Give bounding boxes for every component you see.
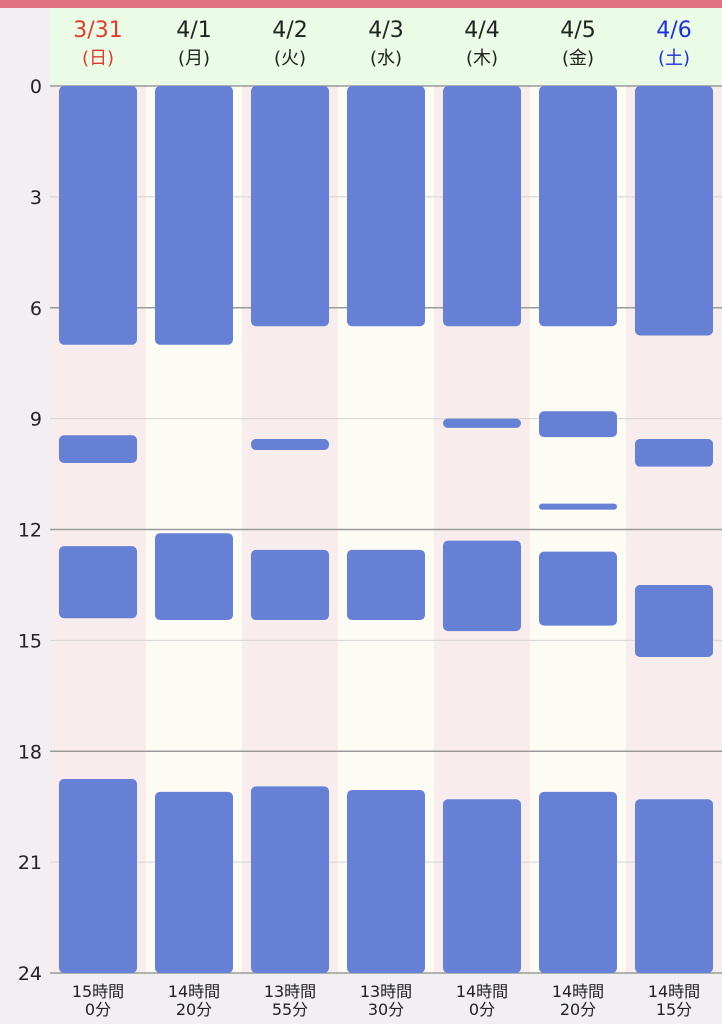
sleep-bar — [347, 790, 425, 973]
total-minutes: 20分 — [175, 1000, 213, 1019]
total-hours: 14時間 — [551, 982, 605, 1001]
y-tick-label: 6 — [30, 298, 42, 320]
sleep-bar — [347, 86, 425, 327]
total-hours: 14時間 — [167, 982, 221, 1001]
day-of-week: (火) — [273, 48, 307, 69]
date-header-row — [50, 8, 722, 85]
daily-total-2: 13時間 55分 — [242, 983, 338, 1019]
sleep-bar — [155, 791, 233, 973]
sleep-bar — [539, 791, 617, 973]
daily-total-6: 14時間 15分 — [626, 983, 722, 1019]
sleep-bar — [539, 551, 617, 626]
day-of-week: (土) — [657, 48, 691, 69]
day-date: 4/3 — [368, 18, 404, 43]
day-header-6[interactable]: 4/6 (土) — [626, 16, 722, 72]
y-tick-label: 9 — [30, 409, 42, 431]
day-of-week: (水) — [369, 48, 403, 69]
sleep-bar — [59, 778, 137, 973]
sleep-bar — [443, 86, 521, 327]
y-tick-label: 12 — [18, 520, 42, 542]
total-hours: 13時間 — [359, 982, 413, 1001]
sleep-bar — [539, 86, 617, 327]
day-date: 4/1 — [176, 18, 212, 43]
sleep-bar — [251, 786, 329, 973]
total-minutes: 20分 — [559, 1000, 597, 1019]
total-minutes: 0分 — [468, 1000, 496, 1019]
day-of-week: (木) — [465, 48, 499, 69]
day-header-0[interactable]: 3/31 (日) — [50, 16, 146, 72]
sleep-bar — [539, 503, 617, 510]
total-minutes: 0分 — [84, 1000, 112, 1019]
daily-total-5: 14時間 20分 — [530, 983, 626, 1019]
sleep-bar — [539, 411, 617, 438]
sleep-bar — [155, 86, 233, 345]
sleep-bar — [155, 533, 233, 621]
total-hours: 14時間 — [455, 982, 509, 1001]
y-tick-label: 0 — [30, 76, 42, 98]
day-of-week: (日) — [81, 48, 115, 69]
daily-total-4: 14時間 0分 — [434, 983, 530, 1019]
total-hours: 13時間 — [263, 982, 317, 1001]
day-date: 4/5 — [560, 18, 596, 43]
total-hours: 14時間 — [647, 982, 701, 1001]
y-tick-label: 18 — [18, 741, 42, 763]
daily-total-0: 15時間 0分 — [50, 983, 146, 1019]
y-tick-label: 24 — [18, 963, 42, 985]
day-of-week: (金) — [561, 48, 595, 69]
y-tick-label: 21 — [18, 852, 42, 874]
sleep-bar — [635, 799, 713, 973]
day-date: 4/6 — [656, 18, 692, 43]
sleep-bar — [443, 418, 521, 428]
total-minutes: 15分 — [655, 1000, 693, 1019]
day-header-4[interactable]: 4/4 (木) — [434, 16, 530, 72]
total-minutes: 30分 — [367, 1000, 405, 1019]
total-minutes: 55分 — [271, 1000, 309, 1019]
sleep-bar — [251, 549, 329, 621]
day-header-2[interactable]: 4/2 (火) — [242, 16, 338, 72]
total-hours: 15時間 — [71, 982, 125, 1001]
sleep-bar — [443, 540, 521, 632]
day-header-1[interactable]: 4/1 (月) — [146, 16, 242, 72]
day-header-5[interactable]: 4/5 (金) — [530, 16, 626, 72]
sleep-bar — [59, 435, 137, 463]
day-date: 4/4 — [464, 18, 500, 43]
sleep-bar — [347, 549, 425, 621]
daily-total-3: 13時間 30分 — [338, 983, 434, 1019]
day-of-week: (月) — [177, 48, 211, 69]
sleep-bar — [251, 438, 329, 451]
sleep-bar — [635, 438, 713, 467]
daily-total-1: 14時間 20分 — [146, 983, 242, 1019]
sleep-bar — [443, 799, 521, 973]
y-tick-label: 3 — [30, 187, 42, 209]
day-header-3[interactable]: 4/3 (水) — [338, 16, 434, 72]
sleep-bar — [635, 86, 713, 336]
y-tick-label: 15 — [18, 630, 42, 652]
sleep-bar — [59, 546, 137, 619]
sleep-bar — [635, 584, 713, 658]
top-accent-bar — [0, 0, 722, 8]
sleep-bar — [59, 86, 137, 345]
day-date: 4/2 — [272, 18, 308, 43]
sleep-bar — [251, 86, 329, 327]
day-date: 3/31 — [73, 18, 123, 43]
